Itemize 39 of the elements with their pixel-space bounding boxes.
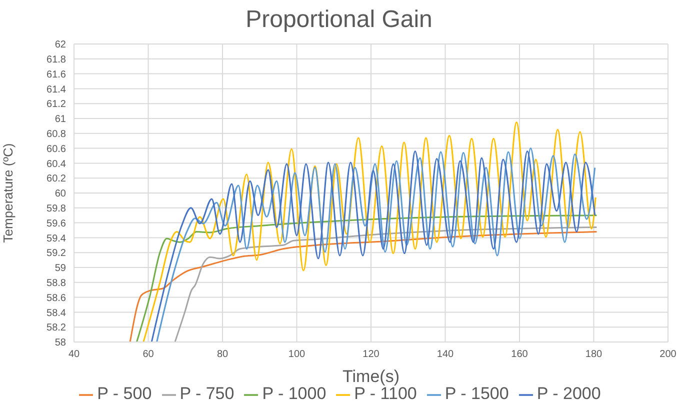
y-tick-label: 62 — [54, 40, 66, 51]
x-tick-label: 200 — [660, 349, 677, 360]
legend-label: P - 1500 — [444, 384, 509, 403]
y-tick-label: 61.4 — [46, 84, 66, 96]
y-tick-label: 60.2 — [46, 174, 66, 185]
y-tick-label: 59 — [54, 263, 66, 274]
y-tick-label: 60.8 — [46, 128, 66, 140]
x-tick-label: 180 — [585, 349, 603, 360]
y-tick-label: 59.4 — [46, 233, 66, 244]
legend-label: P - 750 — [180, 384, 234, 403]
y-axis-title: Temperature (ºC) — [0, 143, 16, 243]
y-tick-label: 58.8 — [46, 278, 66, 289]
y-tick-label: 61.6 — [46, 69, 66, 80]
x-tick-label: 160 — [511, 349, 528, 360]
y-tick-label: 58.2 — [46, 322, 66, 334]
x-axis-title: Time(s) — [342, 367, 400, 386]
legend-label: P - 2000 — [536, 384, 601, 403]
chart-title: Proportional Gain — [244, 6, 434, 34]
y-tick-label: 60.4 — [46, 158, 66, 170]
x-tick-label: 140 — [436, 349, 454, 360]
y-tick-label: 61.2 — [46, 99, 66, 110]
y-tick-label: 58 — [54, 338, 66, 349]
x-tick-label: 100 — [288, 349, 306, 360]
legend-label: P - 500 — [97, 384, 152, 403]
y-tick-label: 60 — [54, 188, 66, 200]
y-tick-label: 59.8 — [46, 203, 66, 214]
x-tick-label: 120 — [362, 349, 380, 360]
x-tick-label: 60 — [142, 349, 154, 360]
y-tick-label: 59.2 — [46, 248, 66, 260]
y-tick-label: 59.6 — [46, 218, 66, 230]
legend-label: P - 1000 — [262, 384, 326, 403]
y-tick-label: 60.6 — [46, 144, 66, 155]
y-tick-label: 58.4 — [46, 308, 66, 319]
x-tick-label: 80 — [216, 349, 228, 360]
y-tick-label: 61 — [54, 114, 66, 126]
legend-label: P - 1100 — [354, 384, 417, 403]
y-tick-label: 61.8 — [46, 54, 66, 66]
x-tick-label: 40 — [68, 349, 80, 360]
y-tick-label: 58.6 — [46, 292, 66, 304]
